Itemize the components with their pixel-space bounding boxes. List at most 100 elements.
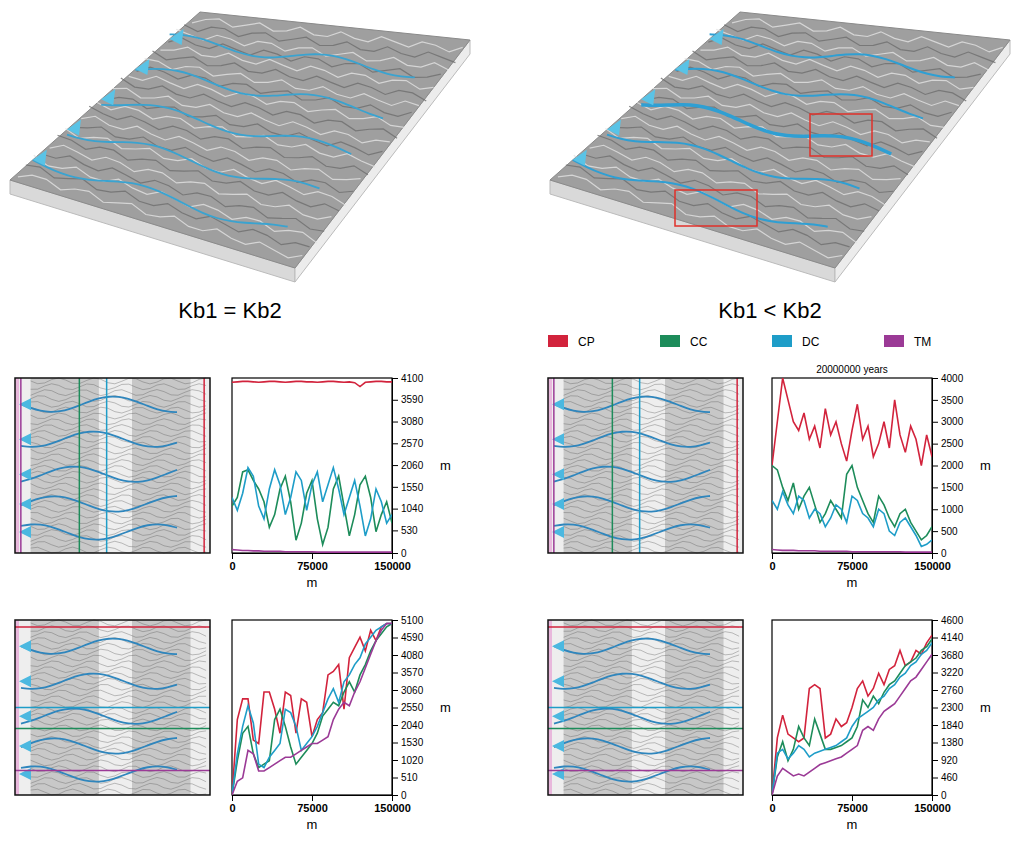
ridge xyxy=(105,97,383,155)
ridge xyxy=(65,129,346,206)
legend: CPCCDCTM xyxy=(548,335,931,349)
block-top xyxy=(10,12,470,268)
ridge xyxy=(629,106,908,175)
y-tick-mark xyxy=(392,443,398,444)
contour xyxy=(31,535,207,541)
ridge xyxy=(192,19,463,52)
river xyxy=(21,674,177,689)
x-tick-mark xyxy=(312,553,313,559)
profile-location xyxy=(548,707,743,709)
y-tick-mark xyxy=(932,760,938,761)
y-tick-label: 1530 xyxy=(401,737,424,748)
y-tick-mark xyxy=(932,444,938,445)
y-tick-label: 460 xyxy=(941,772,958,783)
fan xyxy=(675,59,689,75)
plot-area xyxy=(232,623,392,795)
map-frame xyxy=(548,620,743,795)
contour xyxy=(564,684,740,690)
contour xyxy=(31,547,207,553)
y-tick: 0 xyxy=(392,790,407,801)
contour xyxy=(564,460,740,466)
x-tick-label: 150000 xyxy=(374,802,411,814)
y-tick-label: 4080 xyxy=(401,650,424,661)
profile-line xyxy=(772,643,932,795)
river xyxy=(554,738,710,754)
contour xyxy=(31,442,207,448)
river xyxy=(554,397,710,413)
y-tick: 2500 xyxy=(932,438,964,449)
y-tick-label: 2760 xyxy=(941,685,964,696)
y-tick: 0 xyxy=(392,548,407,559)
x-tick-label: 0 xyxy=(769,802,775,814)
y-tick: 3220 xyxy=(932,667,964,678)
y-tick-label: 0 xyxy=(401,548,407,559)
y-axis: 046092013801840230027603220368041404600 xyxy=(932,615,964,801)
ridge xyxy=(34,155,317,243)
y-tick: 1020 xyxy=(392,755,424,766)
y-tick-label: 1380 xyxy=(941,737,964,748)
y-tick-mark xyxy=(932,673,938,674)
profile-location xyxy=(106,378,108,553)
river xyxy=(21,709,177,724)
y-tick: 530 xyxy=(392,525,418,536)
y-tick: 460 xyxy=(932,772,958,783)
legend-swatch xyxy=(660,335,680,347)
legend-label: DC xyxy=(802,335,820,349)
y-tick: 4600 xyxy=(932,615,964,626)
y-tick: 920 xyxy=(932,755,958,766)
x-tick-mark xyxy=(232,553,233,559)
chart: 0750001500000530104015502060257030803590… xyxy=(229,373,450,590)
map-ground xyxy=(548,378,743,553)
plot-area xyxy=(232,381,392,552)
contour xyxy=(564,789,740,795)
contour xyxy=(31,702,207,708)
legend-label: CP xyxy=(578,335,595,349)
river xyxy=(21,738,177,754)
river xyxy=(641,105,891,154)
profile-line xyxy=(772,654,932,795)
plot-area xyxy=(772,378,932,552)
profile-location xyxy=(15,626,210,628)
y-tick-label: 3680 xyxy=(941,650,964,661)
y-tick-mark xyxy=(392,465,398,466)
figure: Kb1 = Kb2Kb1 < Kb20750001500000530104015… xyxy=(0,0,1017,861)
y-tick-mark xyxy=(932,638,938,639)
y-tick-mark xyxy=(392,673,398,674)
profile-location xyxy=(736,378,738,553)
terrain-block xyxy=(550,12,1010,282)
fan xyxy=(607,120,621,136)
y-tick: 1530 xyxy=(392,737,424,748)
y-tick-mark xyxy=(932,531,938,532)
x-tick: 75000 xyxy=(837,553,868,572)
river xyxy=(170,34,415,77)
contour xyxy=(31,661,207,667)
contour xyxy=(31,401,207,407)
panel-heading: Kb1 = Kb2 xyxy=(178,298,281,323)
contour xyxy=(31,471,207,477)
x-tick-mark xyxy=(852,553,853,559)
map xyxy=(15,620,210,795)
river xyxy=(554,766,710,781)
y-tick-mark xyxy=(392,655,398,656)
y-tick-mark xyxy=(932,509,938,510)
x-tick: 0 xyxy=(229,795,235,814)
y-tick-mark xyxy=(392,725,398,726)
y-tick: 3060 xyxy=(392,685,424,696)
x-axis: 075000150000 xyxy=(769,553,950,572)
y-tick: 1040 xyxy=(392,503,424,514)
contour xyxy=(564,737,740,743)
contour xyxy=(564,702,740,708)
river xyxy=(21,496,177,512)
river xyxy=(21,467,177,482)
contour xyxy=(31,754,207,760)
contour xyxy=(31,413,207,419)
fan xyxy=(19,640,31,652)
profile-line xyxy=(772,492,932,547)
y-tick-mark xyxy=(932,378,938,379)
contour xyxy=(564,419,740,425)
profile-location xyxy=(553,378,555,553)
x-tick-mark xyxy=(312,795,313,801)
profile-location xyxy=(548,770,743,772)
ridge xyxy=(637,102,915,166)
y-tick-mark xyxy=(392,487,398,488)
